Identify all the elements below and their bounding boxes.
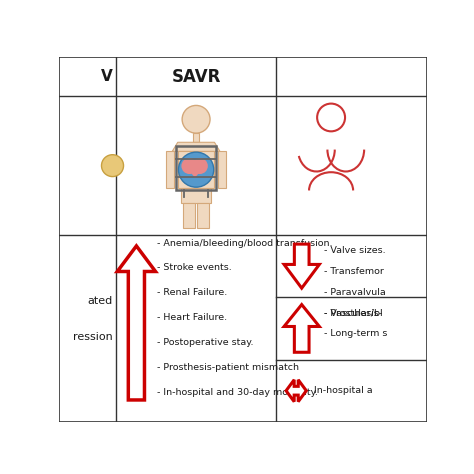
Text: In-hospital a: In-hospital a xyxy=(314,386,372,395)
Circle shape xyxy=(191,158,208,174)
Text: SAVR: SAVR xyxy=(172,68,221,86)
Text: - Transfemor: - Transfemor xyxy=(324,267,383,276)
Text: - Heart Failure.: - Heart Failure. xyxy=(156,313,227,322)
Text: - Anemia/bleeding/blood transfusion.: - Anemia/bleeding/blood transfusion. xyxy=(156,238,332,247)
Bar xyxy=(166,151,174,188)
Text: ated: ated xyxy=(87,296,112,306)
Circle shape xyxy=(101,155,124,177)
Bar xyxy=(197,202,210,228)
Circle shape xyxy=(182,158,198,174)
Text: - In-hospital and 30-day mortality.: - In-hospital and 30-day mortality. xyxy=(156,388,318,397)
Polygon shape xyxy=(186,167,204,178)
Polygon shape xyxy=(286,380,306,401)
Polygon shape xyxy=(284,305,319,352)
Circle shape xyxy=(178,152,214,187)
Text: - Valve sizes.: - Valve sizes. xyxy=(324,246,385,255)
Text: - Prosthesis-patient mismatch: - Prosthesis-patient mismatch xyxy=(156,363,299,372)
Polygon shape xyxy=(117,246,155,400)
Text: - Postoperative stay.: - Postoperative stay. xyxy=(156,338,253,347)
Text: - Prosthesis-: - Prosthesis- xyxy=(324,310,382,319)
Bar xyxy=(182,188,211,202)
Circle shape xyxy=(182,105,210,133)
Text: - Renal Failure.: - Renal Failure. xyxy=(156,288,227,297)
Text: - Long-term s: - Long-term s xyxy=(324,329,387,338)
Polygon shape xyxy=(172,142,220,151)
Text: - Stroke events.: - Stroke events. xyxy=(156,264,231,273)
Text: - Paravalvula: - Paravalvula xyxy=(324,288,385,297)
Bar xyxy=(178,151,214,188)
Text: - Vascular/bl: - Vascular/bl xyxy=(324,308,383,317)
Text: ression: ression xyxy=(73,332,112,342)
Bar xyxy=(218,151,226,188)
Text: V: V xyxy=(101,69,112,84)
Bar xyxy=(193,133,200,142)
Bar xyxy=(176,146,216,190)
Polygon shape xyxy=(284,244,319,288)
Bar xyxy=(183,202,195,228)
